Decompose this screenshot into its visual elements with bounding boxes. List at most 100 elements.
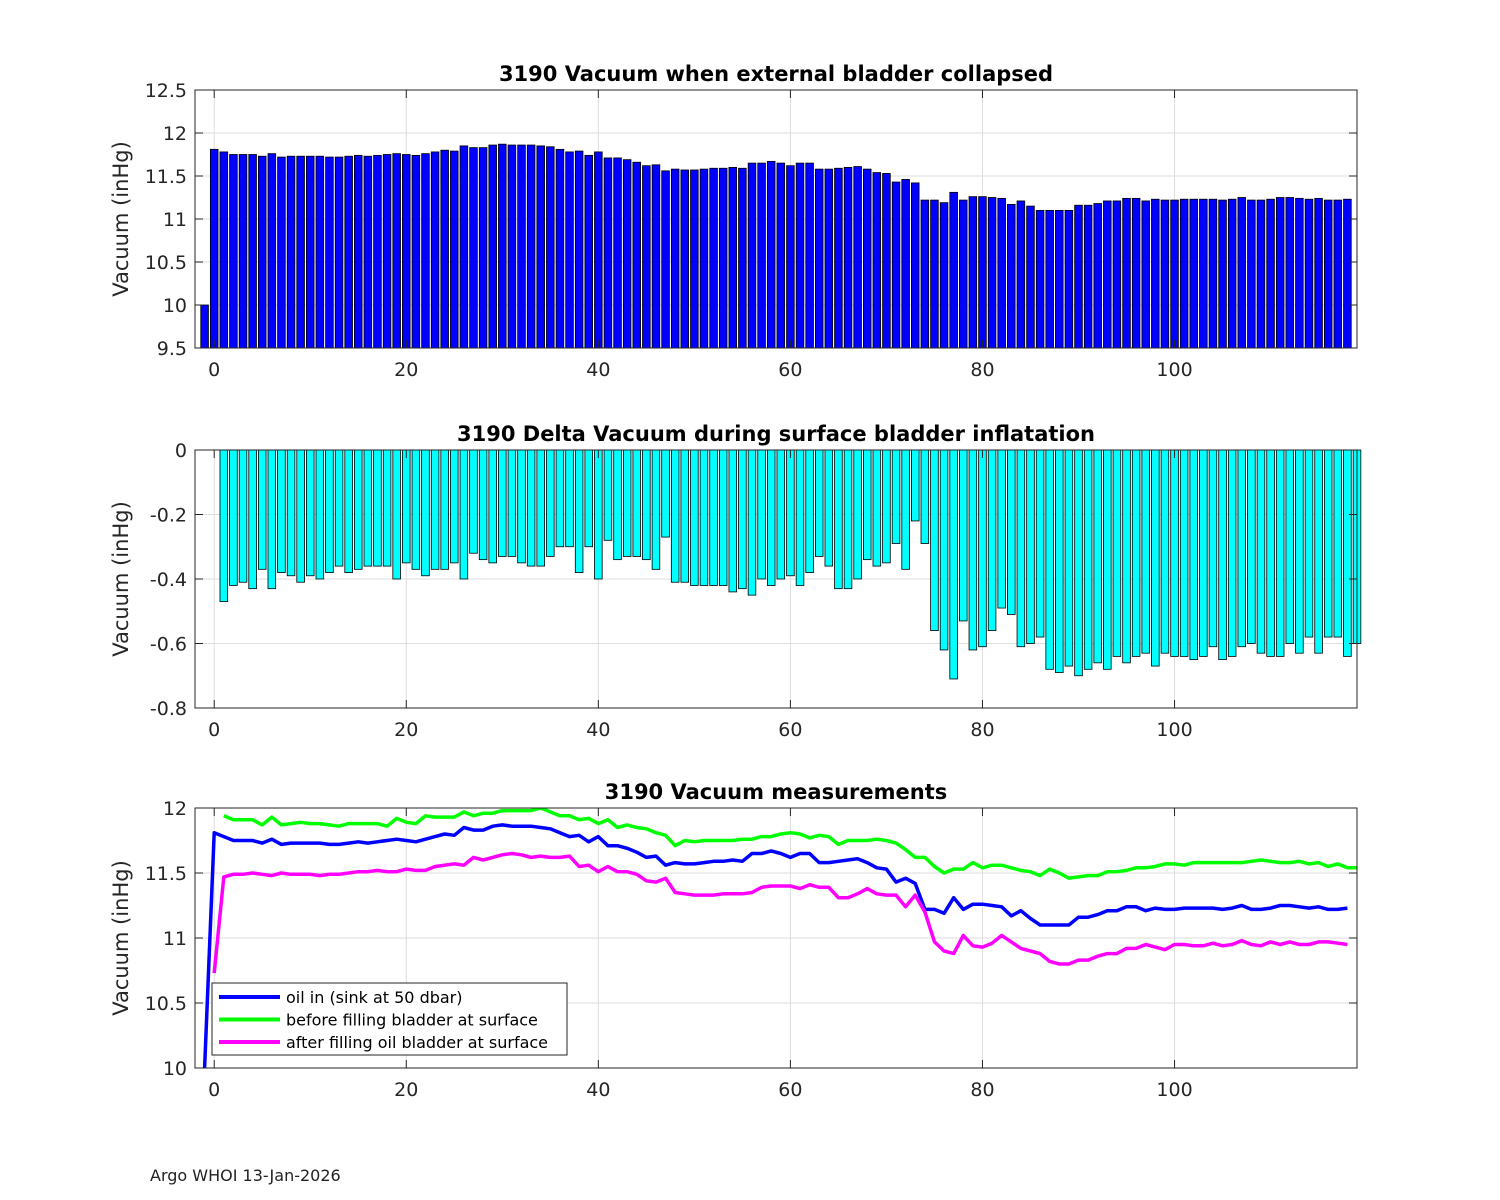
bar	[1035, 449, 1045, 638]
legend: oil in (sink at 50 dbar) before filling b…	[211, 982, 568, 1056]
bar	[862, 449, 872, 561]
bar	[766, 449, 776, 586]
bar	[670, 168, 680, 349]
bar	[1170, 199, 1179, 349]
bar	[1227, 198, 1237, 349]
bar	[1112, 200, 1122, 349]
bar	[526, 144, 536, 349]
x-tick-label: 60	[778, 1079, 802, 1101]
bar	[440, 149, 449, 349]
bar	[344, 449, 353, 573]
bar	[315, 155, 325, 349]
bar	[584, 154, 593, 349]
bar	[632, 161, 641, 349]
bar	[1064, 449, 1074, 667]
bar	[373, 449, 382, 567]
bar	[459, 449, 469, 580]
bar	[1304, 198, 1314, 349]
bar	[968, 449, 978, 651]
bar	[699, 449, 709, 586]
footer-credit: Argo WHOI 13-Jan-2026	[150, 1166, 341, 1185]
bar	[450, 449, 459, 564]
bar	[843, 449, 853, 590]
bar	[891, 181, 901, 349]
bar	[305, 449, 315, 577]
x-tick-label: 100	[1156, 1079, 1192, 1101]
bar	[1141, 200, 1150, 349]
bar	[219, 449, 229, 602]
bar	[354, 449, 363, 570]
bar	[1189, 449, 1198, 661]
bar	[565, 151, 574, 349]
bar	[1151, 198, 1160, 349]
y-tick-label: -0.4	[150, 569, 187, 591]
x-tick-label: 80	[970, 1079, 994, 1101]
chart-title: 3190 Vacuum when external bladder collap…	[499, 62, 1053, 86]
bar	[334, 449, 344, 567]
bar	[325, 449, 334, 573]
bar	[430, 151, 440, 349]
bar	[469, 449, 478, 554]
bar	[728, 449, 738, 593]
bar	[478, 449, 488, 561]
bar	[1208, 449, 1218, 648]
bar	[978, 449, 987, 648]
bar	[267, 153, 277, 349]
bar	[526, 449, 536, 567]
bar	[1237, 197, 1247, 349]
bar	[574, 449, 584, 573]
bar	[1199, 198, 1208, 349]
bar	[277, 449, 286, 573]
bar	[1266, 449, 1275, 657]
x-tick-label: 20	[394, 1079, 418, 1101]
bar	[363, 449, 373, 567]
bar	[1103, 200, 1112, 349]
bar	[642, 449, 651, 561]
bar	[776, 162, 786, 349]
y-tick-label: 11.5	[145, 166, 187, 188]
bar	[709, 449, 718, 586]
bar	[1045, 449, 1054, 670]
bar	[814, 449, 824, 557]
x-tick-label: 40	[586, 1079, 610, 1101]
bar	[795, 162, 805, 349]
bar	[613, 157, 622, 349]
bar	[872, 172, 882, 349]
bar	[795, 449, 805, 586]
bar	[536, 449, 545, 567]
bar	[786, 165, 795, 349]
bar	[421, 449, 430, 577]
bar	[757, 162, 766, 349]
bar	[987, 449, 997, 632]
y-tick-label: 11	[163, 928, 187, 950]
bar	[325, 156, 334, 349]
bar	[747, 162, 757, 349]
bar	[1323, 199, 1333, 349]
bar	[603, 449, 613, 541]
bar	[411, 154, 421, 349]
bar	[478, 147, 488, 349]
bar	[354, 154, 363, 349]
bar	[1285, 449, 1295, 644]
bar	[546, 449, 555, 557]
bar	[911, 182, 920, 349]
bar	[1189, 198, 1198, 349]
bar	[1122, 197, 1131, 349]
bars	[219, 449, 1362, 680]
y-tick-label: 10	[163, 295, 187, 317]
bar	[1112, 449, 1122, 657]
bar	[1256, 449, 1266, 654]
bar	[507, 144, 517, 349]
bar	[1151, 449, 1160, 667]
bar	[498, 449, 507, 557]
bar	[853, 166, 862, 349]
x-tick-label: 20	[394, 719, 418, 741]
x-tick-label: 100	[1156, 359, 1192, 381]
bar	[1275, 449, 1285, 657]
bar	[1074, 449, 1083, 677]
bar	[949, 449, 958, 680]
bar	[334, 156, 344, 349]
bar	[862, 168, 872, 349]
bar	[834, 167, 843, 349]
